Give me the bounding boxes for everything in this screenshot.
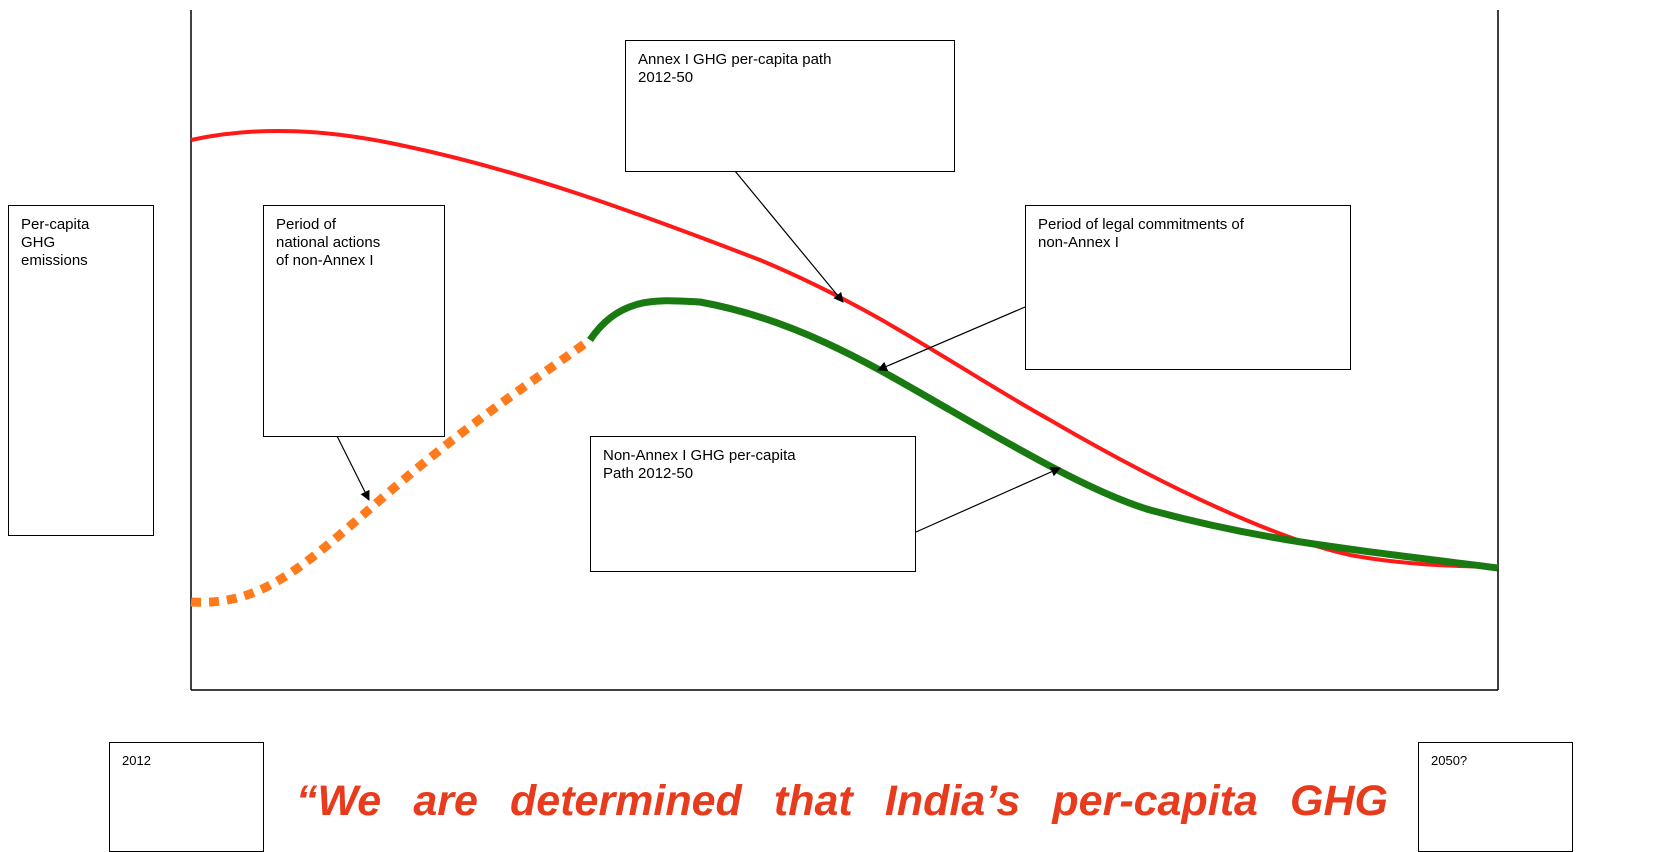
y-axis-label-box: Per-capita GHG emissions [8, 205, 154, 536]
non-annex-i-curve [587, 297, 1499, 572]
national-actions-arrow [336, 435, 370, 501]
start-year-box: 2012 [109, 742, 264, 852]
legal-commitments-arrow [877, 306, 1026, 372]
india-quote: “We are determined that India’s per-capi… [296, 777, 1388, 825]
annex-path-arrow [734, 170, 844, 303]
non-annex-path-box: Non-Annex I GHG per-capita Path 2012-50 [590, 436, 916, 572]
legal-commitments-box: Period of legal commitments of non-Annex… [1025, 205, 1351, 370]
non-annex-path-arrow [915, 467, 1061, 533]
annex-path-box: Annex I GHG per-capita path 2012-50 [625, 40, 955, 172]
non-annex-i-dotted-curve [190, 336, 593, 607]
annex-i-curve [190, 128, 1499, 569]
national-actions-box: Period of national actions of non-Annex … [263, 205, 445, 437]
end-year-box: 2050? [1418, 742, 1573, 852]
